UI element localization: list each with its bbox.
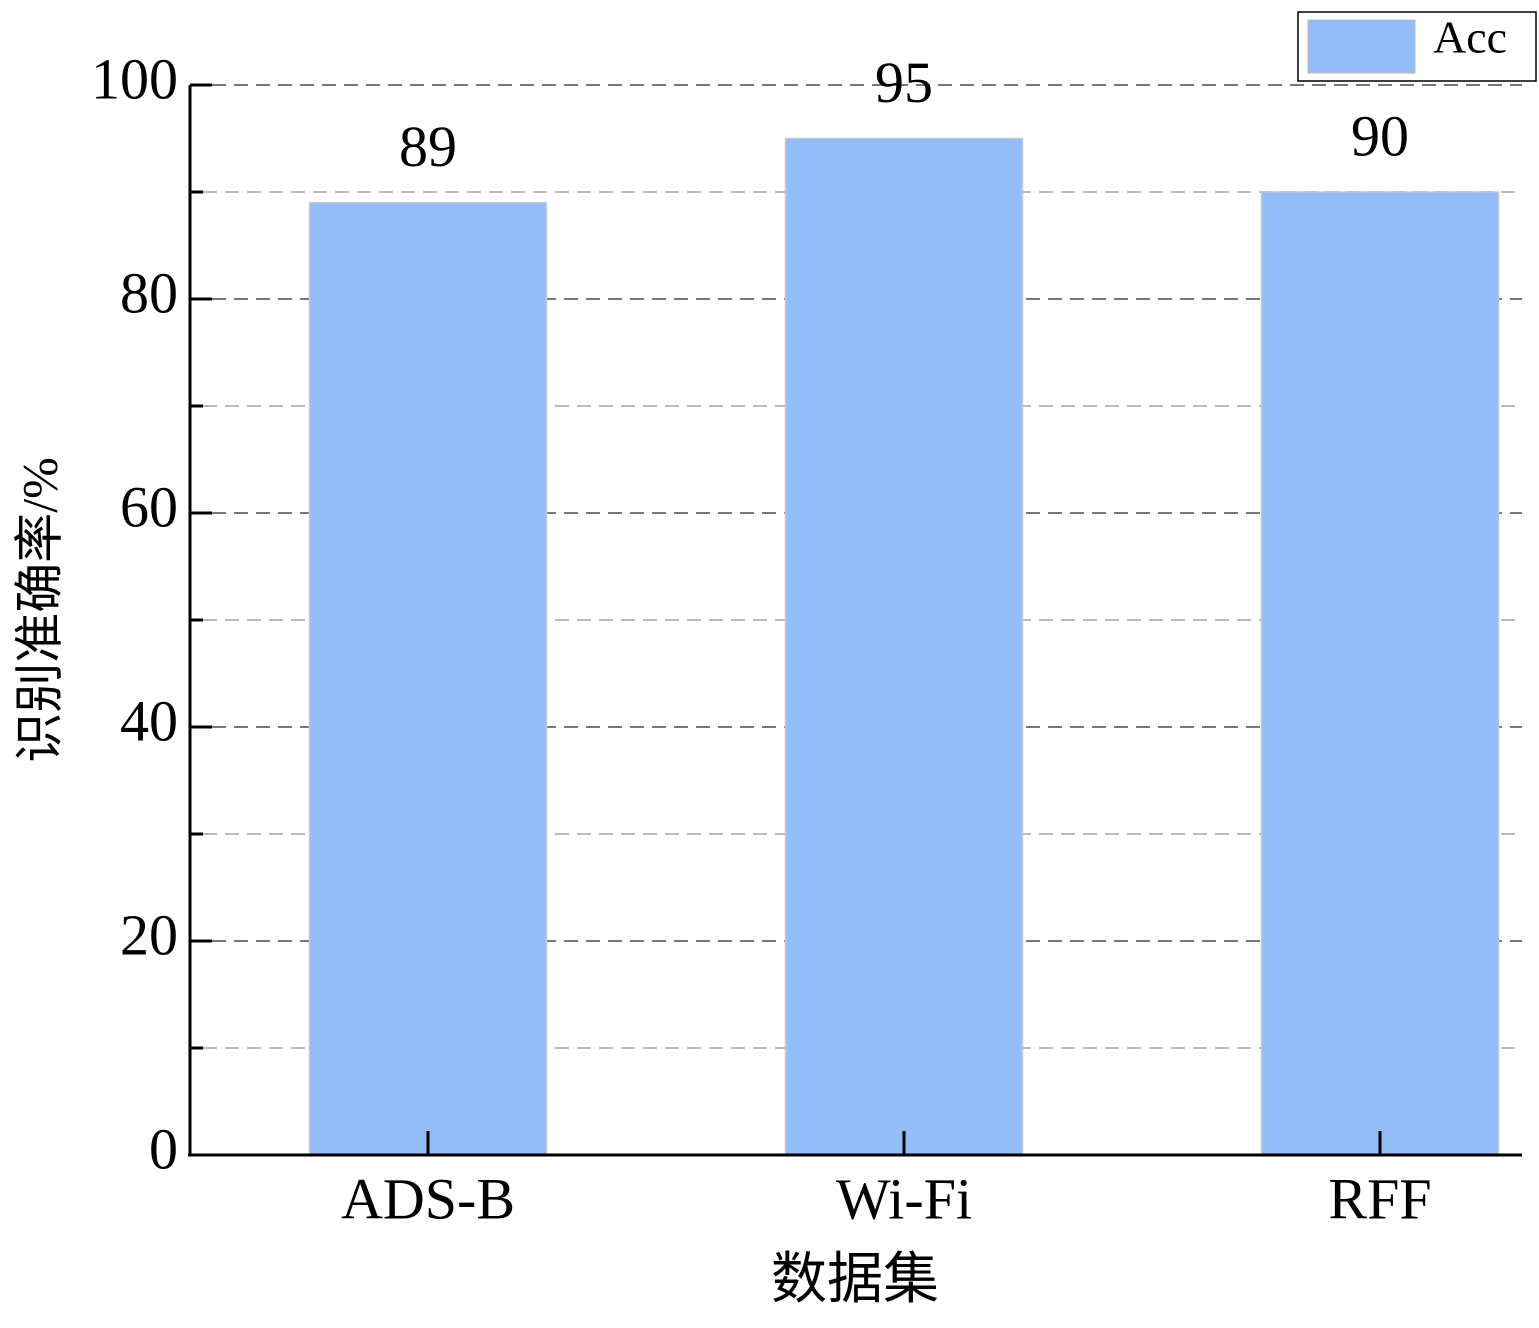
y-tick-label: 0	[149, 1116, 178, 1181]
bar	[1260, 191, 1500, 1156]
y-axis-title: 识别准确率/%	[11, 457, 67, 763]
x-tick-label: RFF	[1328, 1166, 1431, 1231]
x-tick-label: ADS-B	[341, 1166, 515, 1231]
legend-label: Acc	[1433, 12, 1507, 63]
legend: Acc	[1297, 11, 1537, 82]
value-label: 89	[399, 114, 457, 179]
y-tick-label: 80	[120, 260, 178, 325]
legend-swatch	[1307, 19, 1416, 74]
y-tick-label: 60	[120, 474, 178, 539]
x-axis-title: 数据集	[771, 1249, 939, 1311]
bar	[784, 137, 1024, 1156]
bar	[308, 201, 548, 1156]
y-tick-label: 40	[120, 688, 178, 753]
value-label: 95	[875, 50, 933, 115]
y-tick-label: 20	[120, 902, 178, 967]
value-label: 90	[1351, 103, 1409, 168]
y-tick-label: 100	[91, 46, 178, 111]
x-tick-label: Wi-Fi	[836, 1166, 972, 1231]
bars	[308, 137, 1500, 1156]
